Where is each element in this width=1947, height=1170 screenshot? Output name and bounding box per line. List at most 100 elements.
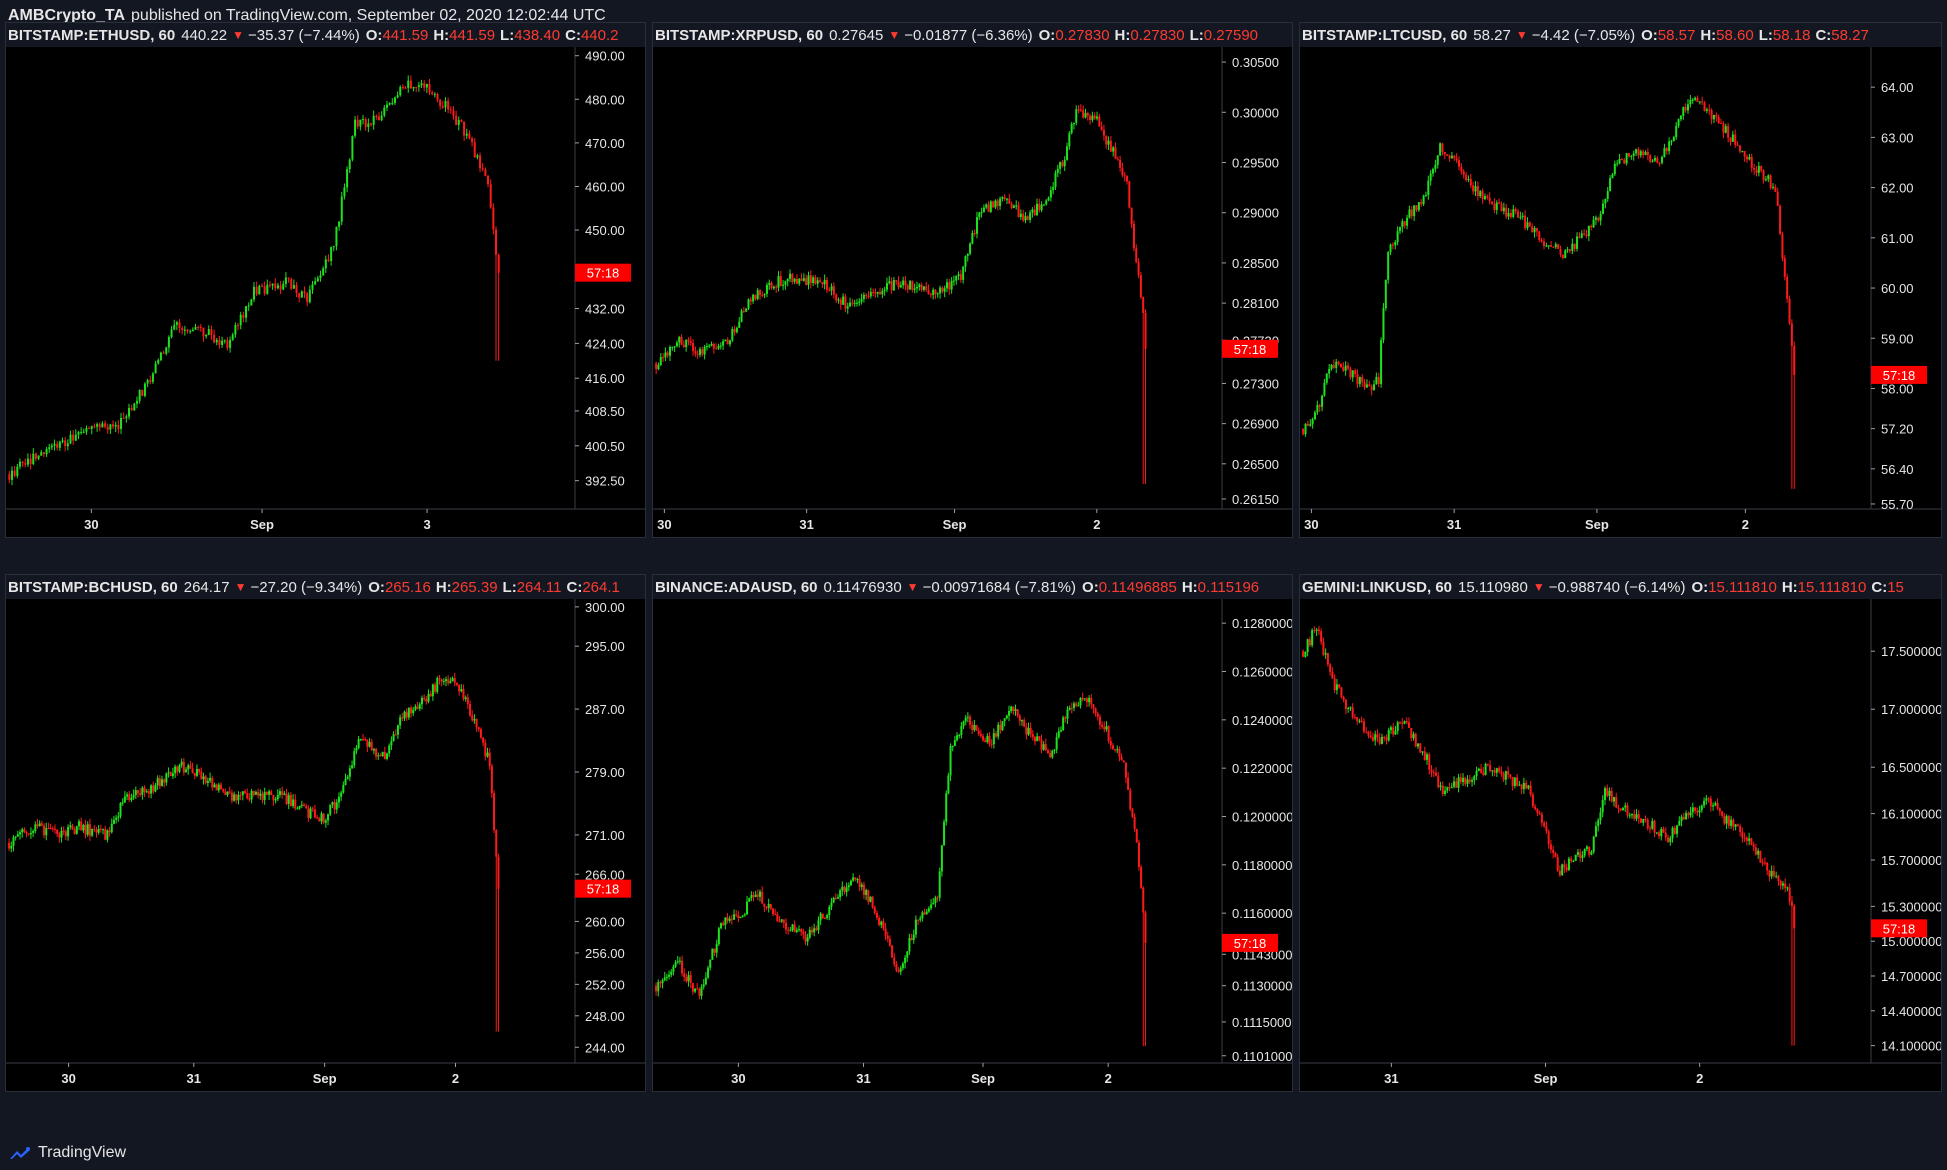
candle-body <box>219 784 222 790</box>
candle-body <box>154 785 157 792</box>
candle-body <box>735 327 738 333</box>
candle-body <box>441 105 444 108</box>
y-tick-label: 300.00 <box>585 600 625 615</box>
candle-body <box>85 428 88 432</box>
x-tick-label: 2 <box>1696 1071 1703 1086</box>
candle-body <box>484 169 487 176</box>
candle-body <box>696 353 699 355</box>
candlestick-chart[interactable]: 17.500000 17.000000 16.500000 16.100000 15.7… <box>1300 599 1941 1091</box>
tradingview-brand[interactable]: TradingView <box>38 1144 127 1161</box>
candle-body <box>767 903 770 908</box>
candle-body <box>132 795 135 798</box>
candle-body <box>82 431 85 433</box>
candle-body <box>1557 244 1560 249</box>
candle-body <box>1779 205 1782 234</box>
candle-body <box>1727 816 1730 826</box>
candle-body <box>1462 171 1465 175</box>
symbol-name[interactable]: BITSTAMP:LTCUSD, 60 <box>1302 26 1468 44</box>
x-tick-label: Sep <box>943 517 967 532</box>
candle-body <box>1732 819 1735 827</box>
candle-body <box>26 458 29 465</box>
candle-body <box>436 678 439 692</box>
candle-body <box>1672 137 1675 142</box>
candle-body <box>1632 153 1635 156</box>
candle-body <box>165 347 168 354</box>
symbol-name[interactable]: BITSTAMP:ETHUSD, 60 <box>8 26 176 44</box>
candle-body <box>1356 373 1359 385</box>
candle-body <box>964 717 967 722</box>
candlestick-chart[interactable]: 64.00 63.00 62.00 61.00 60.00 59.00 58.00 57.20… <box>1300 47 1941 537</box>
candle-body <box>888 938 891 946</box>
y-tick-label: 400.50 <box>585 439 625 454</box>
candle-body <box>327 814 330 821</box>
candle-body <box>1619 808 1622 811</box>
candle-body <box>1342 697 1345 700</box>
candle-body <box>433 93 436 95</box>
candle-body <box>281 791 284 795</box>
x-tick-label: Sep <box>1534 1071 1558 1086</box>
candle-body <box>1606 788 1609 796</box>
chart-panel-link[interactable]: GEMINI:LINKUSD, 60 15.110980 ▼ −0.988740 (−… <box>1299 574 1942 1092</box>
candle-body <box>490 766 493 794</box>
chart-panel-bch[interactable]: BITSTAMP:BCHUSD, 60 264.17 ▼ −27.20 (−9.34%… <box>5 574 646 1092</box>
candle-body <box>1500 203 1503 212</box>
chart-panel-eth[interactable]: BITSTAMP:ETHUSD, 60 440.22 ▼ −35.37 (−7.44%… <box>5 22 646 538</box>
author-name[interactable]: AMBCrypto_TA <box>8 7 126 24</box>
candle-body <box>475 719 478 728</box>
candle-body <box>1547 245 1550 247</box>
symbol-name[interactable]: BINANCE:ADAUSD, 60 <box>655 578 818 596</box>
candle-body <box>16 466 19 476</box>
candle-body <box>388 103 391 105</box>
candle-body <box>1410 209 1413 217</box>
candle-body <box>978 212 981 218</box>
symbol-name[interactable]: GEMINI:LINKUSD, 60 <box>1302 578 1453 596</box>
candle-body <box>49 828 52 830</box>
candle-body <box>1129 789 1132 810</box>
x-tick-label: Sep <box>250 517 274 532</box>
candlestick-chart[interactable]: 300.00 295.00 287.00 279.00 271.00 266.00 260.… <box>6 599 645 1091</box>
candle-body <box>869 291 872 297</box>
symbol-name[interactable]: BITSTAMP:XRPUSD, 60 <box>655 26 824 44</box>
candle-body <box>1022 213 1025 221</box>
candle-body <box>123 796 126 803</box>
candle-body <box>1611 174 1614 179</box>
candle-body <box>689 341 692 344</box>
chart-panel-ada[interactable]: BINANCE:ADAUSD, 60 0.11476930 ▼ −0.00971684… <box>652 574 1293 1092</box>
candle-body <box>254 791 257 795</box>
candle-body <box>324 259 327 269</box>
candle-body <box>1051 750 1054 758</box>
candle-body <box>169 772 172 777</box>
candle-body <box>1495 768 1498 773</box>
candle-body <box>1426 754 1429 760</box>
ohlc-value-h: 0.115196 <box>1197 578 1260 596</box>
candle-body <box>782 284 785 286</box>
chart-panel-xrp[interactable]: BITSTAMP:XRPUSD, 60 0.27645 ▼ −0.01877 (−6.… <box>652 22 1293 538</box>
candle-body <box>24 463 27 465</box>
y-tick-label: 59.00 <box>1881 331 1914 346</box>
candle-body <box>1630 155 1633 157</box>
candle-body <box>407 707 410 718</box>
candle-body <box>839 299 842 305</box>
candle-body <box>154 363 157 374</box>
candle-body <box>1038 203 1041 211</box>
chart-panel-ltc[interactable]: BITSTAMP:LTCUSD, 60 58.27 ▼ −4.42 (−7.05%) O… <box>1299 22 1942 538</box>
candle-body <box>423 83 426 88</box>
candle-body <box>1380 340 1383 384</box>
candle-body <box>128 407 131 417</box>
countdown-label: 57:18 <box>1234 936 1267 951</box>
candle-body <box>1670 141 1673 143</box>
candle-body <box>858 301 861 303</box>
candlestick-chart[interactable]: 0.30500 0.30000 0.29500 0.29000 0.28500 0.281… <box>653 47 1292 537</box>
candle-body <box>1721 811 1724 816</box>
candlestick-chart[interactable]: 490.00 480.00 470.00 460.00 450.00 432.00 424.… <box>6 47 645 537</box>
candle-body <box>819 280 822 283</box>
down-arrow-icon: ▼ <box>232 28 245 42</box>
candle-body <box>279 285 282 290</box>
symbol-name[interactable]: BITSTAMP:BCHUSD, 60 <box>8 578 178 596</box>
candle-body <box>890 281 893 291</box>
candle-body <box>1123 175 1126 177</box>
price-change: −0.988740 (−6.14%) <box>1548 578 1686 596</box>
candle-body <box>311 808 314 810</box>
candle-body <box>814 277 817 284</box>
